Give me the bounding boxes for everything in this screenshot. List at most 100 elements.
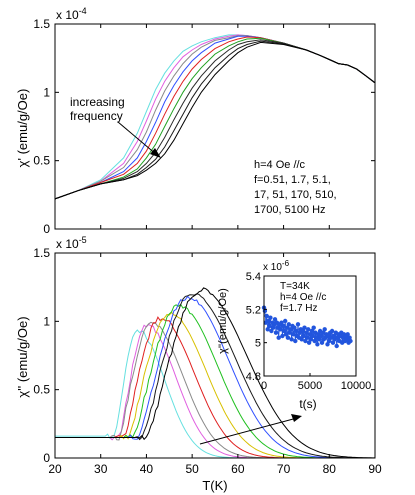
inset-x-axis-label: t(s) (299, 397, 316, 411)
inset-data-point (303, 338, 308, 344)
inset-points (261, 305, 353, 349)
inset-data-point (306, 327, 311, 332)
inset-data-point (320, 330, 326, 335)
bottom-x-tick-label: 30 (94, 462, 108, 476)
param-line-2: f=0.51, 1.7, 5.1, (254, 174, 331, 186)
inset-data-point (301, 333, 306, 339)
inset-data-point (280, 333, 285, 339)
inset-data-point (294, 328, 299, 334)
inset-data-point (305, 335, 310, 340)
inset-data-point (287, 330, 292, 335)
inset-data-point (304, 330, 309, 335)
bottom-y-tick-label: 1 (43, 314, 50, 328)
bottom-axes-box (54, 252, 376, 459)
bottom-y-axis-label: χ'' (emu/g/Oe) (15, 316, 30, 397)
inset-data-point (348, 338, 353, 344)
inset-data-point (306, 340, 312, 345)
top-y-tick-label: 1 (43, 85, 50, 99)
inset-data-point (329, 328, 335, 334)
inset-data-point (279, 320, 284, 325)
top-y-tick-label: 0 (43, 222, 50, 236)
param-line-3: 17, 51, 170, 510, (254, 189, 337, 201)
x-axis-label: T(K) (202, 478, 227, 493)
top-y-tick-label: 0.5 (33, 154, 50, 168)
inset-data-point (311, 325, 316, 330)
inset-data-point (327, 338, 332, 344)
inset-data-point (283, 318, 288, 324)
inset-data-point (291, 332, 296, 337)
inset-data-point (299, 337, 304, 342)
increasing-frequency-arrow-line (117, 121, 158, 156)
inset-data-point (322, 327, 327, 332)
bottom-y-tick-label: 0 (43, 451, 50, 465)
bottom-y-ticks: 0 0.5 1 1.5 (33, 246, 375, 465)
inset-data-point (281, 323, 286, 329)
inset-data-point (285, 335, 291, 340)
inset-time-relaxation: 4.8 5 5.2 5.4 0 5000 10000 x 10-6 χ''(emu/g/O… (217, 259, 371, 411)
top-axes-box (54, 23, 376, 230)
param-line-1: h=4 Oe //c (254, 159, 306, 171)
inset-data-point (325, 342, 330, 347)
bottom-y-exponent: -5 (79, 235, 87, 245)
top-series-line (54, 41, 376, 200)
top-y-exponent: -4 (79, 6, 87, 16)
inset-data-point (309, 328, 314, 334)
inset-y-multiplier: x 10-6 (263, 259, 290, 273)
inset-data-point (289, 337, 294, 342)
inset-data-point (317, 337, 322, 342)
inset-data-point (273, 330, 279, 335)
bottom-x-tick-label: 90 (368, 462, 382, 476)
param-line-4: 1700, 5100 Hz (254, 204, 326, 216)
inset-data-point (283, 332, 289, 337)
inset-y-tick-label: 5.2 (246, 304, 261, 316)
bottom-x-tick-label: 70 (277, 462, 291, 476)
inset-data-point (282, 328, 287, 334)
bottom-arrow-head (291, 414, 302, 422)
inset-data-point (288, 327, 293, 332)
inset-data-point (300, 328, 305, 334)
annotation-frequency: frequency (70, 109, 123, 123)
annotation-increasing: increasing (70, 95, 125, 109)
top-y-ticks: 0 0.5 1 1.5 (33, 17, 375, 236)
inset-data-point (312, 338, 317, 344)
top-y-tick-label: 1.5 (33, 17, 50, 31)
top-curves (54, 34, 376, 200)
bottom-x-ticks: 20 30 40 50 60 70 80 90 (48, 253, 382, 476)
bottom-panel-chi-double-prime: 00.511.5 20 30 40 50 60 70 80 90 x 10-5 χ'' (em… (15, 235, 382, 493)
inset-x-ticks: 0 5000 10000 (261, 373, 371, 392)
inset-data-point (330, 340, 336, 345)
inset-data-point (268, 315, 273, 320)
inset-data-point (276, 335, 281, 340)
bottom-x-tick-label: 60 (231, 462, 245, 476)
bottom-y-tick-label: 1.5 (33, 246, 50, 260)
inset-data-point (347, 335, 352, 340)
inset-data-point (295, 322, 301, 327)
top-y-multiplier: x 10-4 (56, 6, 87, 22)
inset-data-point (265, 327, 270, 332)
inset-annotation-field: h=4 Oe //c (280, 292, 326, 303)
inset-y-tick-label: 5.4 (246, 271, 261, 283)
inset-data-point (293, 338, 298, 344)
bottom-y-tick-label: 0.5 (33, 383, 50, 397)
inset-y-tick-label: 4.8 (246, 371, 261, 383)
inset-x-tick-label: 10000 (341, 380, 372, 392)
inset-annotation-temp: T=34K (280, 281, 310, 292)
inset-data-point (278, 327, 283, 332)
inset-data-point (286, 322, 291, 327)
inset-data-point (345, 332, 350, 337)
inset-data-point (267, 323, 272, 329)
top-panel-chi-prime: 0 0.5 1 1.5 x 10-4 χ' (emu/g/Oe) increasing… (15, 6, 376, 236)
inset-data-point (271, 325, 276, 330)
inset-data-point (331, 333, 337, 339)
bottom-y-multiplier: x 10-5 (56, 235, 87, 251)
inset-data-point (310, 333, 315, 339)
inset-data-point (318, 333, 324, 339)
inset-data-point (266, 318, 271, 324)
inset-y-axis-label: χ''(emu/g/Oe) (217, 288, 229, 354)
inset-data-point (272, 317, 278, 322)
bottom-arrow-line (199, 417, 298, 445)
inset-data-point (292, 325, 297, 330)
inset-data-point (269, 328, 274, 334)
bottom-x-tick-label: 50 (185, 462, 199, 476)
